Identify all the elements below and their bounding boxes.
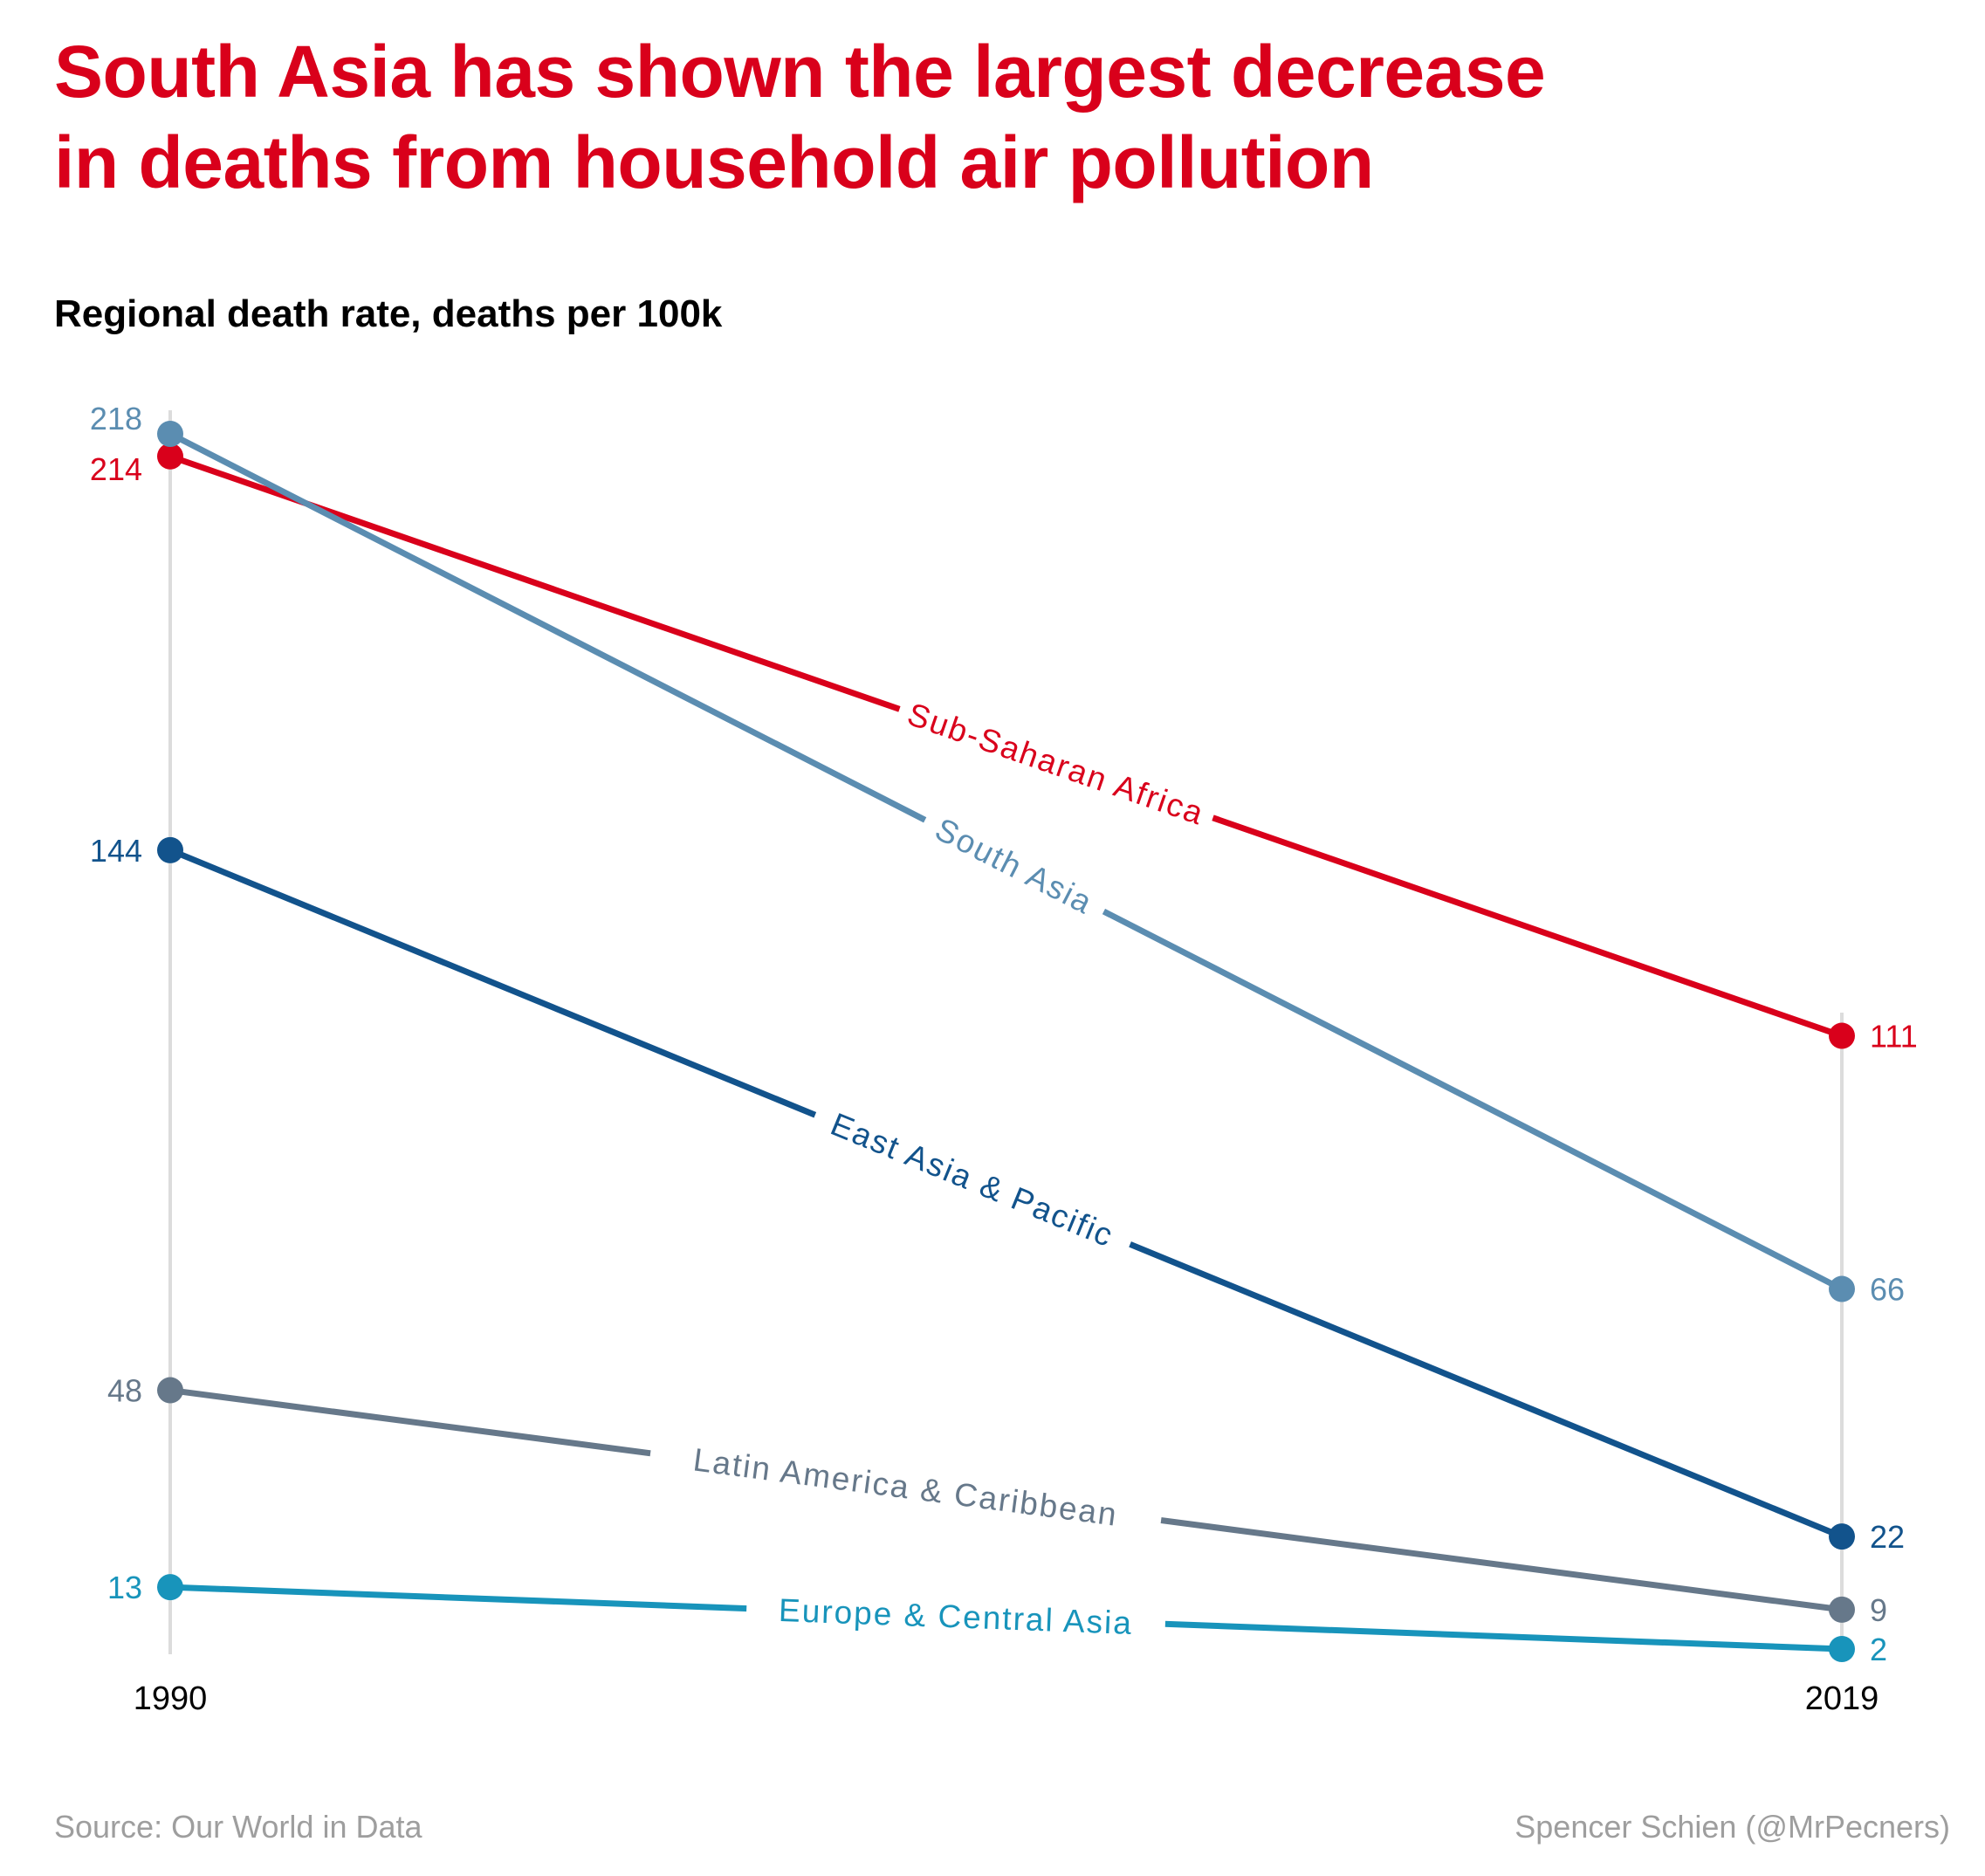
x-tick-label-2019: 2019 <box>1805 1680 1879 1717</box>
value-label-sub-saharan-africa-1990: 214 <box>90 451 142 487</box>
source-note: Source: Our World in Data <box>54 1809 422 1845</box>
series-label-bg-europe-and-central-asia <box>745 1587 1166 1646</box>
value-label-south-asia-1990: 218 <box>90 401 142 436</box>
point-east-asia-and-pacific-2019 <box>1829 1523 1855 1550</box>
value-label-east-asia-and-pacific-2019: 22 <box>1870 1519 1905 1555</box>
series-label-bg-sub-saharan-africa <box>892 689 1220 838</box>
series-label-bg-south-asia <box>915 801 1114 931</box>
point-europe-and-central-asia-2019 <box>1829 1636 1855 1662</box>
point-latin-america-and-caribbean-2019 <box>1829 1596 1855 1623</box>
point-sub-saharan-africa-1990 <box>157 443 183 470</box>
value-label-latin-america-and-caribbean-2019: 9 <box>1870 1592 1887 1628</box>
series-label-bg-east-asia-and-pacific <box>807 1096 1138 1264</box>
author-credit: Spencer Schien (@MrPecners) <box>1515 1809 1950 1845</box>
point-europe-and-central-asia-1990 <box>157 1574 183 1601</box>
chart-title-line-1: South Asia has shown the largest decreas… <box>54 31 1546 113</box>
series-label-bg-latin-america-and-caribbean <box>647 1432 1164 1542</box>
value-label-south-asia-2019: 66 <box>1870 1272 1905 1308</box>
point-latin-america-and-caribbean-1990 <box>157 1377 183 1404</box>
series-label-east-asia-and-pacific: East Asia & Pacific <box>826 1106 1119 1254</box>
chart-title: South Asia has shown the largest decreas… <box>54 26 1931 208</box>
x-tick-label-1990: 1990 <box>134 1680 208 1717</box>
chart-subtitle: Regional death rate, deaths per 100k <box>54 292 723 335</box>
value-label-latin-america-and-caribbean-1990: 48 <box>107 1373 142 1409</box>
series-label-south-asia: South Asia <box>930 811 1099 921</box>
value-label-europe-and-central-asia-2019: 2 <box>1870 1632 1887 1667</box>
point-south-asia-1990 <box>157 421 183 447</box>
value-label-sub-saharan-africa-2019: 111 <box>1870 1019 1918 1055</box>
series-label-europe-and-central-asia: Europe & Central Asia <box>778 1592 1133 1641</box>
point-south-asia-2019 <box>1829 1275 1855 1302</box>
value-label-east-asia-and-pacific-1990: 144 <box>90 833 142 869</box>
chart-title-line-2: in deaths from household air pollution <box>54 121 1374 203</box>
value-label-europe-and-central-asia-1990: 13 <box>107 1570 142 1605</box>
point-east-asia-and-pacific-1990 <box>157 836 183 863</box>
point-sub-saharan-africa-2019 <box>1829 1022 1855 1049</box>
